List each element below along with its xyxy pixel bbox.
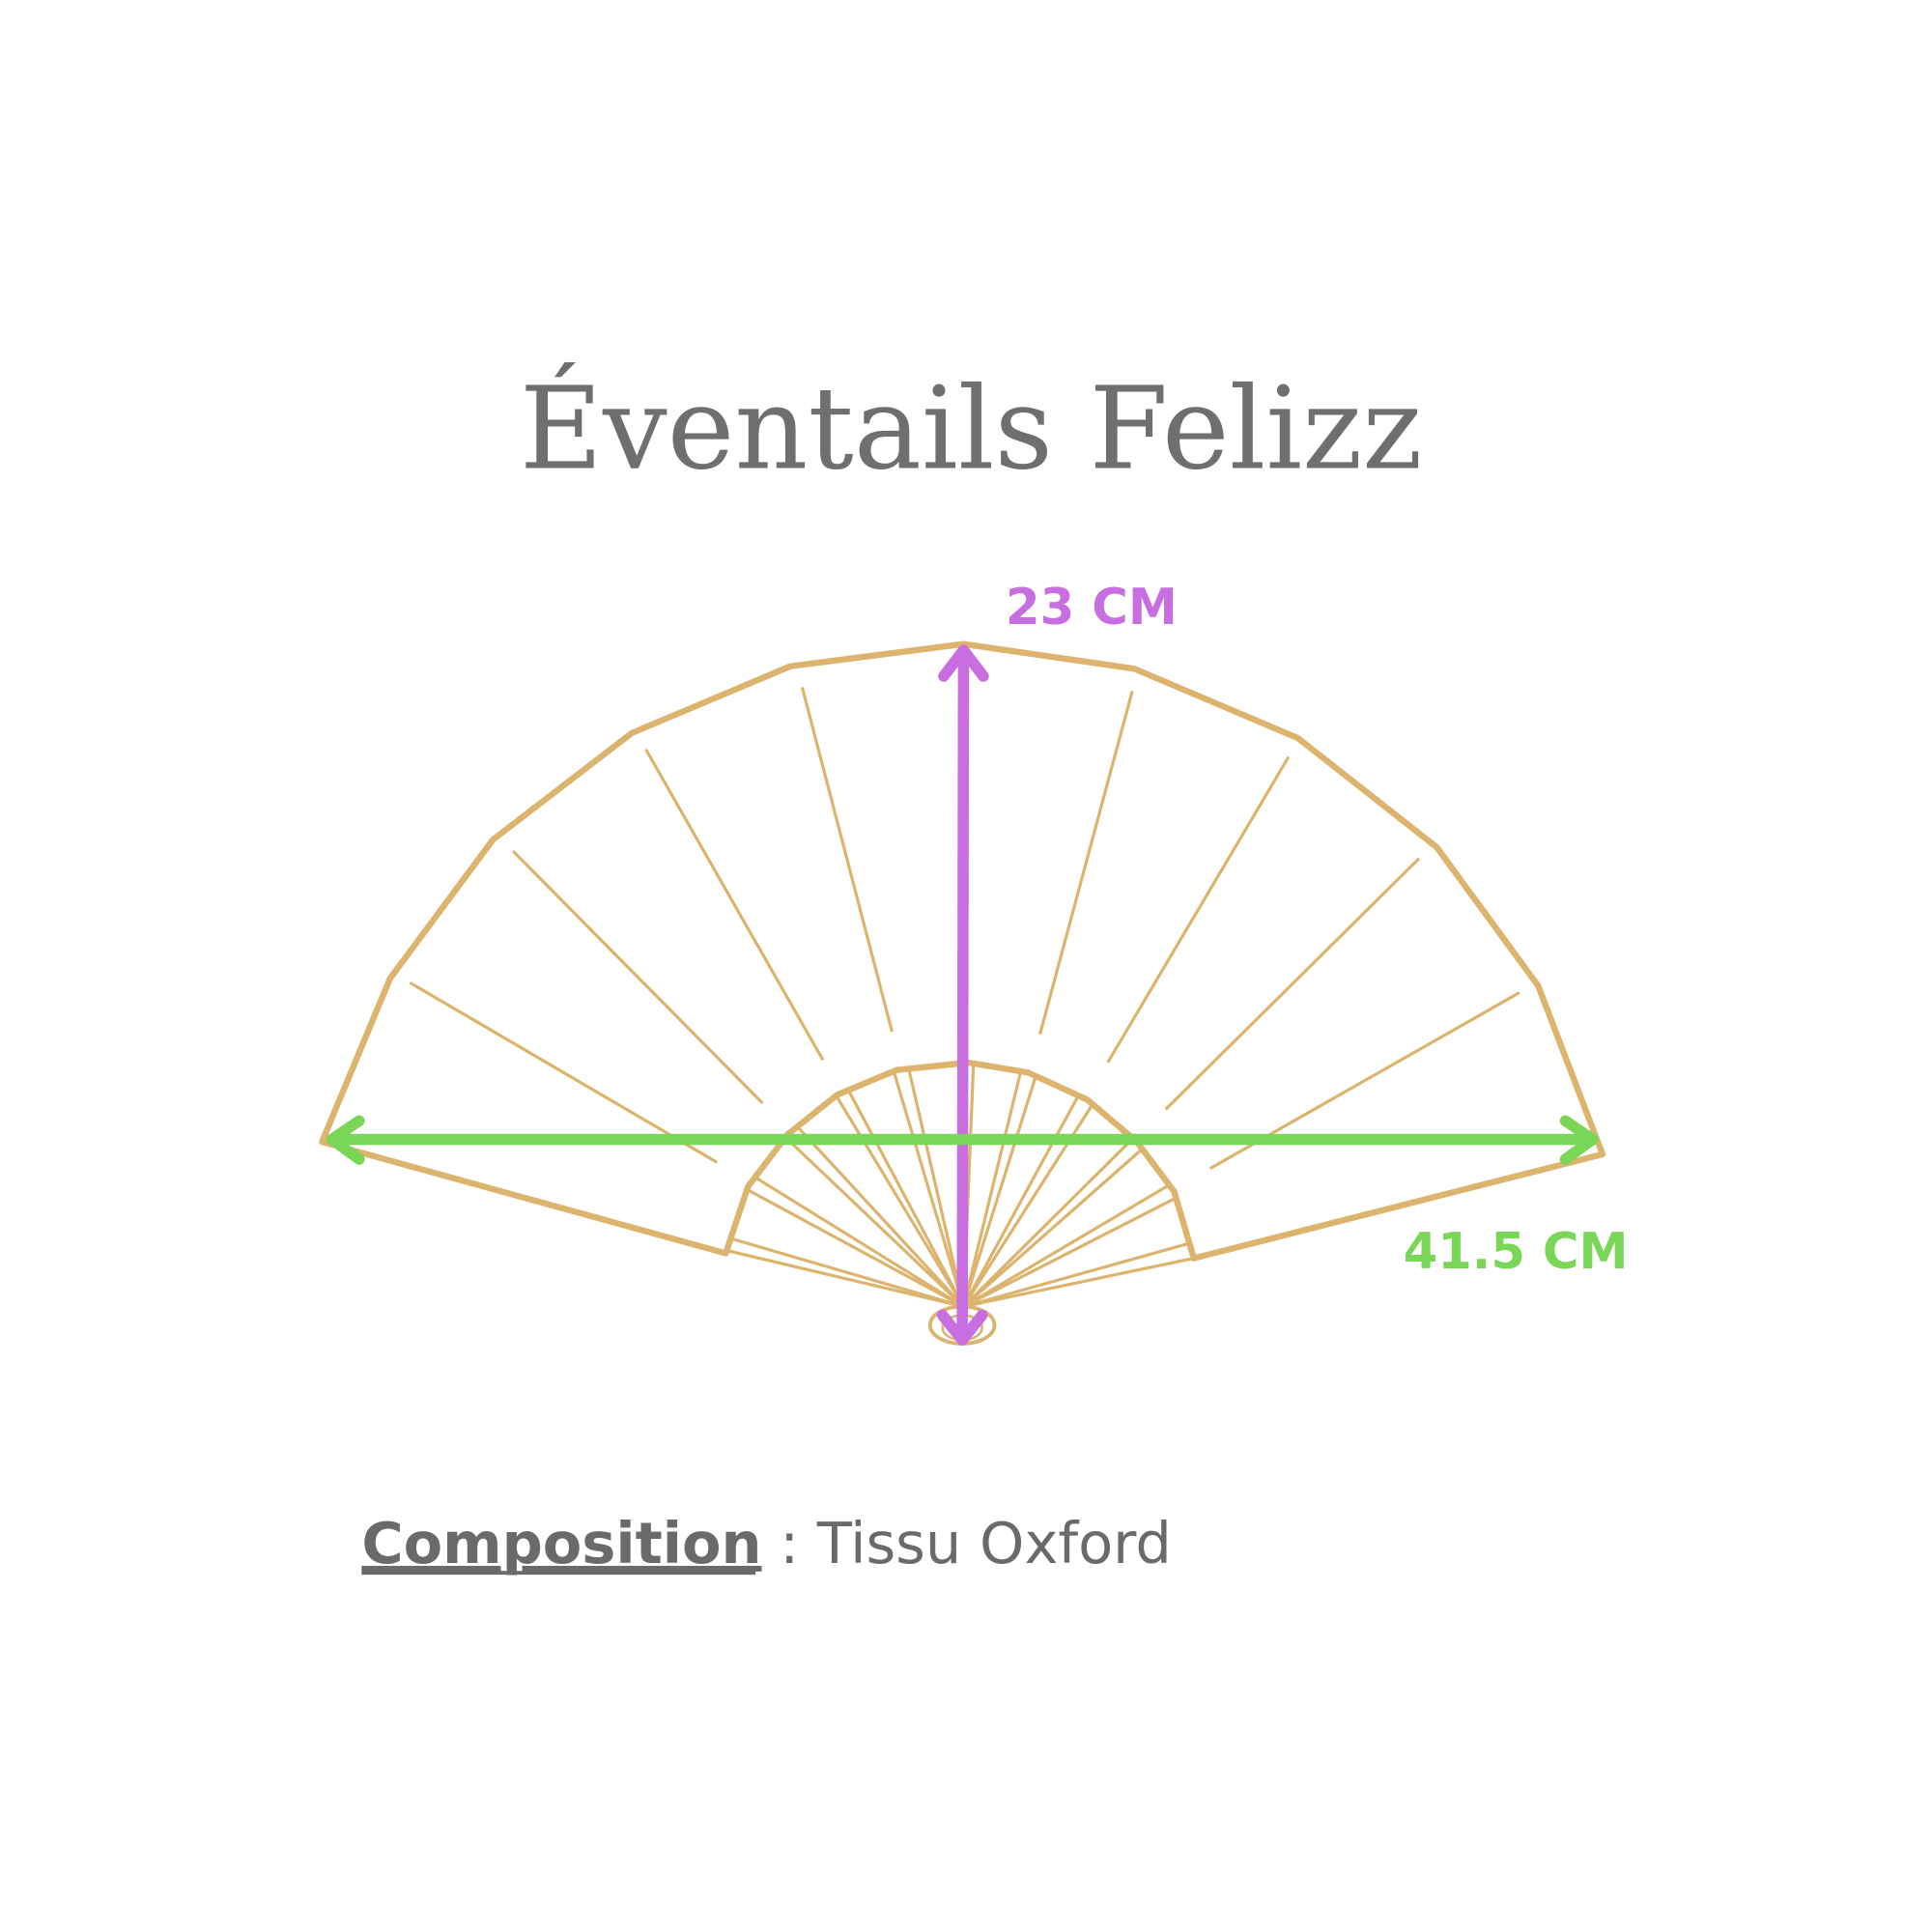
composition-separator: : [762, 1510, 817, 1577]
fan-ribs [726, 1063, 1196, 1309]
svg-text:Composition : Tissu Oxford: Composition : Tissu Oxford [361, 1510, 1171, 1577]
composition-value: Tissu Oxford [816, 1510, 1172, 1577]
width-arrow-icon [326, 1115, 1599, 1165]
height-arrow-icon [936, 644, 989, 1346]
fan-illustration-icon [319, 640, 1606, 1346]
page-title: Éventails Felizz [520, 362, 1423, 496]
width-label: 41.5 CM [1404, 1223, 1629, 1281]
composition-label: Composition [361, 1510, 761, 1577]
height-label: 23 CM [1006, 579, 1178, 637]
composition-line: Composition : Tissu Oxford [361, 1510, 1172, 1577]
